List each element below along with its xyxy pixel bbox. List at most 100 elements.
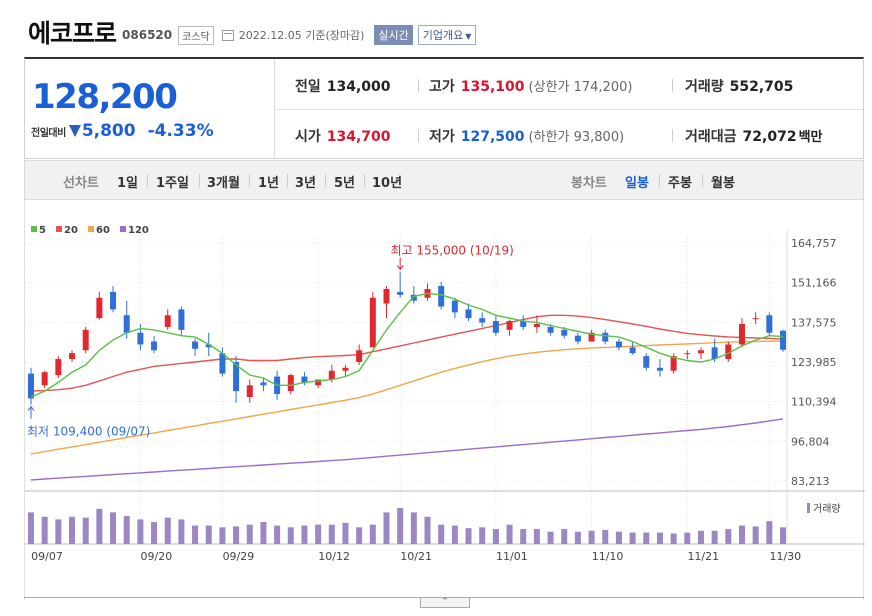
volume-bar bbox=[233, 526, 240, 544]
volume-label: 거래량 bbox=[685, 79, 724, 95]
high-label: 고가 bbox=[429, 79, 455, 95]
volume-bar bbox=[410, 512, 417, 544]
chevron-up-icon: ⌃ bbox=[441, 597, 449, 607]
volume-bar bbox=[588, 530, 595, 544]
tab-10year[interactable]: 10년 bbox=[372, 176, 403, 191]
divider bbox=[275, 109, 863, 110]
tab-monthly[interactable]: 월봉 bbox=[711, 176, 735, 191]
ma5-line bbox=[30, 292, 784, 398]
chevron-down-icon: ▼ bbox=[465, 32, 472, 41]
legend-label: 120 bbox=[128, 225, 149, 236]
divider bbox=[325, 174, 326, 187]
divider bbox=[702, 174, 703, 187]
candle-body bbox=[301, 376, 308, 383]
volume-bar bbox=[615, 531, 622, 544]
high-value: 135,100 bbox=[460, 79, 525, 95]
y-tick-label: 137,575 bbox=[791, 316, 837, 329]
candle-body bbox=[356, 350, 363, 362]
tab-5year[interactable]: 5년 bbox=[334, 176, 356, 191]
expand-toggle-button[interactable]: ⌃ bbox=[420, 598, 470, 608]
volume-bar bbox=[82, 517, 89, 544]
candle-body bbox=[643, 356, 650, 368]
tab-3year[interactable]: 3년 bbox=[295, 176, 317, 191]
y-tick-label: 151,166 bbox=[791, 277, 837, 290]
candle-body bbox=[506, 321, 513, 330]
volume-bar bbox=[629, 532, 636, 544]
volume-bar bbox=[684, 532, 691, 544]
tab-weekly[interactable]: 주봉 bbox=[668, 176, 692, 191]
volume-bar bbox=[711, 530, 718, 544]
calendar-icon bbox=[221, 29, 234, 41]
divider bbox=[24, 597, 864, 598]
x-tick-label: 10/12 bbox=[318, 550, 350, 563]
candle-body bbox=[205, 344, 212, 348]
tab-daily[interactable]: 일봉 bbox=[625, 176, 649, 191]
tab-3month[interactable]: 3개월 bbox=[207, 176, 240, 191]
volume-bar bbox=[697, 530, 704, 544]
divider bbox=[672, 129, 673, 142]
y-tick-label: 110,394 bbox=[791, 396, 837, 409]
candle-body bbox=[410, 294, 417, 301]
candle-body bbox=[492, 321, 499, 333]
line-chart-label: 선차트 bbox=[63, 176, 99, 191]
quote-panel: 128,200 전일대비 5,800 -4.33% 전일 134,000 고가 … bbox=[24, 57, 864, 159]
stock-header: 에코프로 086520 코스닥 2022.12.05 기준(장마감) 실시간 기… bbox=[28, 14, 477, 50]
candle-body bbox=[561, 329, 568, 336]
candle-body bbox=[738, 324, 745, 345]
volume-bar bbox=[424, 516, 431, 544]
candle-body bbox=[151, 341, 158, 351]
volume-bar bbox=[205, 525, 212, 544]
low-annotation: 최저 109,400 (09/07) bbox=[27, 425, 150, 439]
legend-swatch bbox=[88, 226, 94, 232]
volume-bar bbox=[533, 529, 540, 544]
volume-bar bbox=[574, 531, 581, 544]
tab-1week[interactable]: 1주일 bbox=[156, 176, 189, 191]
high-price: 고가 135,100 (상한가 174,200) bbox=[429, 76, 632, 96]
tab-1day[interactable]: 1일 bbox=[117, 176, 139, 191]
candle-body bbox=[697, 350, 704, 354]
candle-body bbox=[438, 286, 445, 307]
x-tick-label: 11/10 bbox=[592, 550, 624, 563]
company-overview-button[interactable]: 기업개요 ▼ bbox=[417, 25, 477, 45]
divider bbox=[147, 174, 148, 187]
change-value: 5,800 bbox=[81, 121, 136, 141]
volume-bar bbox=[738, 525, 745, 544]
high-arrow bbox=[396, 265, 404, 271]
legend-swatch bbox=[120, 226, 126, 232]
volume-bar bbox=[369, 524, 376, 544]
candle-body bbox=[178, 309, 185, 330]
volume-bar bbox=[69, 516, 76, 544]
realtime-button[interactable]: 실시간 bbox=[374, 25, 413, 45]
change-label: 전일대비 bbox=[31, 127, 66, 139]
y-tick-label: 123,985 bbox=[791, 356, 837, 369]
tab-1year[interactable]: 1년 bbox=[258, 176, 280, 191]
candle-body bbox=[520, 321, 527, 327]
volume-bar bbox=[41, 516, 48, 544]
candle-body bbox=[574, 335, 581, 342]
candle-body bbox=[383, 288, 390, 304]
candle-body bbox=[766, 315, 773, 333]
prev-close-value: 134,000 bbox=[326, 79, 391, 95]
volume-bar bbox=[438, 524, 445, 544]
candle-body bbox=[164, 315, 171, 327]
volume-bar bbox=[451, 525, 458, 544]
legend-label: 20 bbox=[64, 225, 78, 236]
candle-body bbox=[451, 300, 458, 313]
volume-bar bbox=[315, 524, 322, 544]
x-tick-label: 09/07 bbox=[31, 550, 63, 563]
volume-value: 552,705 bbox=[729, 79, 794, 95]
candle-body bbox=[465, 309, 472, 319]
volume-bar bbox=[274, 525, 281, 544]
x-tick-label: 11/01 bbox=[496, 550, 528, 563]
candle-body bbox=[55, 359, 62, 376]
candle-body bbox=[780, 330, 786, 350]
volume-bar bbox=[780, 527, 786, 544]
legend-label: 60 bbox=[96, 225, 110, 236]
divider bbox=[364, 174, 365, 187]
x-tick-label: 11/30 bbox=[769, 550, 801, 563]
price-chart-area: 164,757 151,166 137,575 123,985 110,394 96,80… bbox=[24, 200, 865, 600]
low-price: 저가 127,500 (하한가 93,800) bbox=[429, 126, 624, 146]
candle-body bbox=[123, 315, 130, 333]
company-name[interactable]: 에코프로 bbox=[28, 19, 117, 48]
open-label: 시가 bbox=[295, 129, 321, 145]
